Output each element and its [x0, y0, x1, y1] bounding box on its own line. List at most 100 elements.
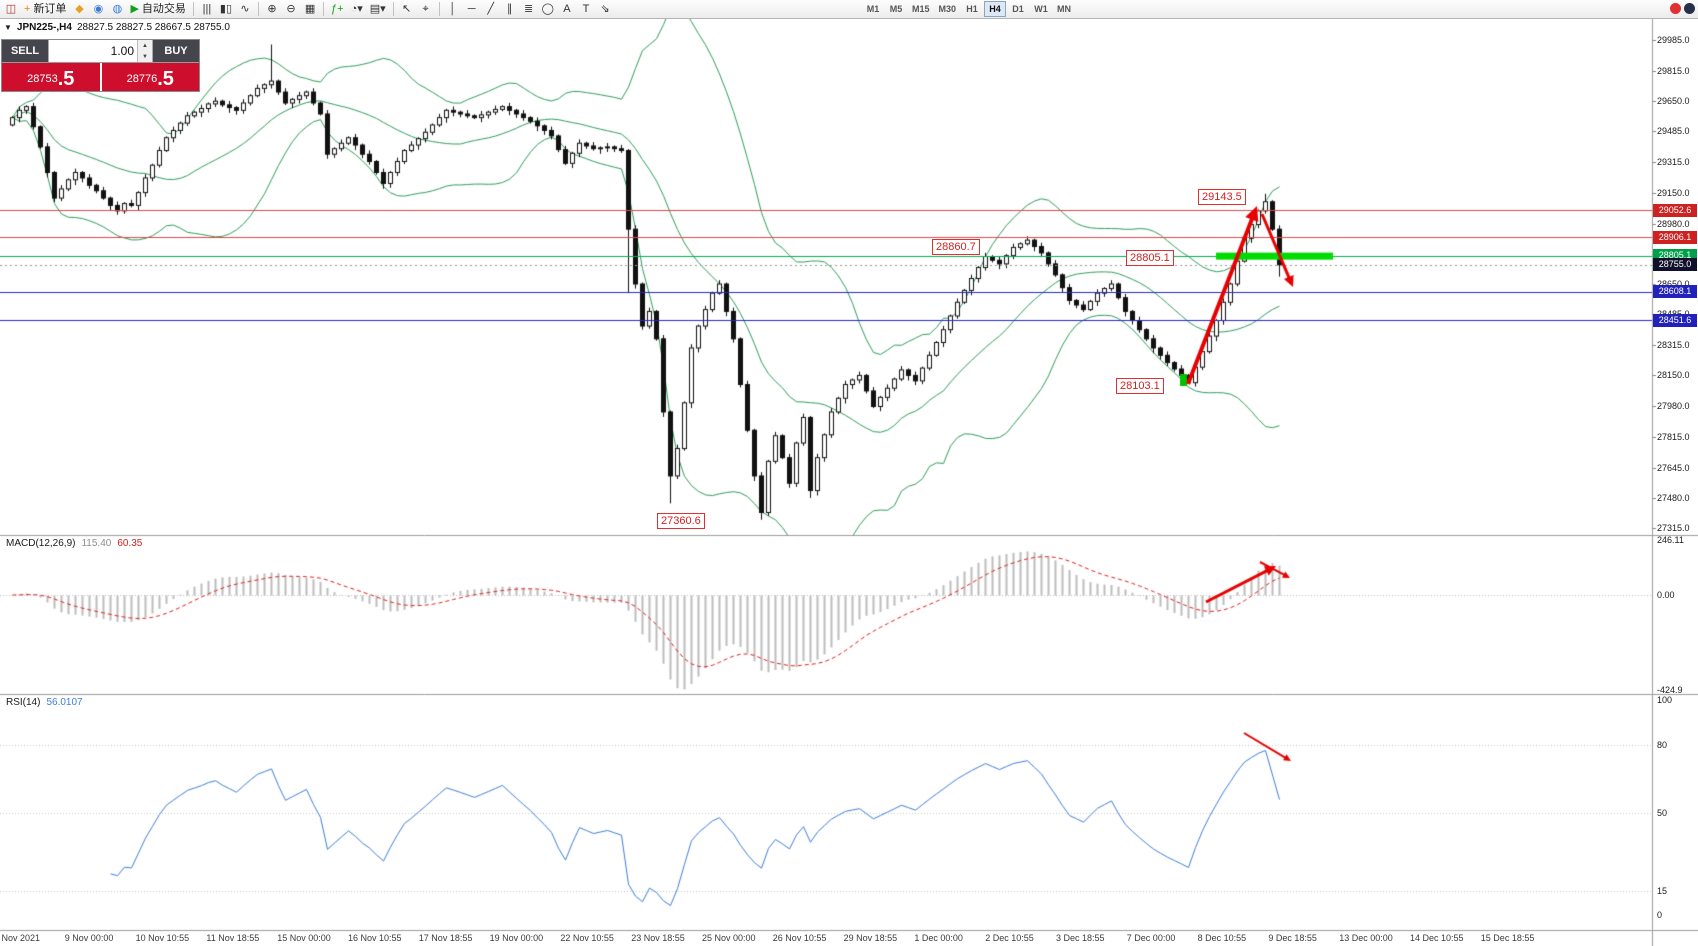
toolbar-separator [438, 2, 440, 16]
metaeditor-button[interactable]: ◆ [70, 1, 88, 17]
line-chart-button[interactable]: ∿ [236, 1, 254, 17]
toolbar-separator [323, 2, 325, 16]
sell-price-fraction: .5 [57, 68, 75, 90]
metaeditor-icon: ◆ [75, 3, 84, 15]
timeframe-m15-button[interactable]: M15 [908, 1, 934, 17]
bar-chart-icon: ||| [202, 3, 212, 15]
timeframe-h4-button[interactable]: H4 [984, 1, 1007, 17]
notification-icon[interactable] [1670, 3, 1681, 14]
macd-value: 115.40 [81, 538, 112, 549]
timeframe-m1-button[interactable]: M1 [862, 1, 884, 17]
indicators-button[interactable]: ƒ+ [328, 1, 347, 17]
timeframe-w1-button[interactable]: W1 [1030, 1, 1052, 17]
zoom-out-icon: ⊖ [286, 3, 296, 15]
crosshair-button[interactable]: ⌖ [417, 1, 435, 17]
trade-panel-price-row: 28753 .5 28776 .5 [2, 63, 199, 91]
channel-button[interactable]: ∥ [501, 1, 519, 17]
templates-dropdown[interactable]: ▤▾ [367, 1, 389, 17]
periods-dropdown[interactable]: ◔▾ [348, 1, 366, 17]
account-status-icon[interactable] [1684, 3, 1695, 14]
toolbar-separator [392, 2, 394, 16]
vertical-line-icon: │ [449, 3, 457, 15]
zoom-in-icon: ⊕ [267, 3, 277, 15]
rsi-value: 56.0107 [46, 697, 83, 708]
sell-button[interactable]: SELL [2, 40, 48, 62]
timeframe-toolbar: M1 M5 M15 M30 H1 H4 D1 W1 MN [862, 1, 1075, 17]
macd-signal-value: 60.35 [117, 538, 143, 549]
autotrading-icon: ▶ [130, 3, 139, 15]
channel-icon: ∥ [506, 3, 513, 15]
new-order-button-label: 新订单 [33, 3, 67, 15]
toolbar-right-group [1670, 3, 1695, 14]
periods-icon: ◔▾ [350, 3, 363, 15]
timeframe-d1-button[interactable]: D1 [1007, 1, 1029, 17]
timeframe-m30-button[interactable]: M30 [935, 1, 961, 17]
arrows-button[interactable]: ⇘ [596, 1, 614, 17]
zoom-out-button[interactable]: ⊖ [282, 1, 300, 17]
ohlc-values: 28827.5 28827.5 28667.5 28755.0 [76, 22, 230, 33]
label-button[interactable]: T [577, 1, 595, 17]
fibonacci-button[interactable]: ≣ [520, 1, 538, 17]
macd-indicator-label: MACD(12,26,9) 115.40 60.35 [6, 538, 142, 549]
trade-panel-top-row: SELL ▲ ▼ BUY [2, 40, 199, 63]
rsi-name: RSI(14) [6, 697, 41, 708]
label-icon: T [582, 3, 590, 15]
chart-window-icon: ◫ [5, 3, 17, 15]
one-click-trading-panel: SELL ▲ ▼ BUY 28753 .5 28776 .5 [1, 39, 200, 92]
market-watch-icon: ◉ [93, 3, 104, 15]
symbol-info-line: ▼ JPN225-,H4 28827.5 28827.5 28667.5 287… [4, 22, 230, 33]
volume-increase-button[interactable]: ▲ [138, 40, 152, 51]
candlestick-chart-button[interactable]: ▮▯ [217, 1, 235, 17]
volume-box: ▲ ▼ [48, 40, 153, 62]
navigator-icon: ◍ [112, 3, 123, 15]
toolbar-button-group: ◫ + 新订单 ◆ ◉ ◍ ▶ 自动交易 ||| ▮▯ ∿ ⊕ ⊖ ▦ ƒ+ ◔▾ ▤▾ ↖ ⌖ │ ─ ╱ ∥ ≣ ◯ A T ⇘ [2, 0, 614, 18]
main-toolbar: ◫ + 新订单 ◆ ◉ ◍ ▶ 自动交易 ||| ▮▯ ∿ ⊕ ⊖ ▦ ƒ+ ◔▾ ▤▾ ↖ ⌖ │ ─ ╱ ∥ ≣ ◯ A T ⇘ … [0, 0, 1698, 19]
buy-price-button[interactable]: 28776 .5 [101, 63, 199, 91]
horizontal-line-icon: ─ [467, 3, 476, 15]
horizontal-line-button[interactable]: ─ [463, 1, 481, 17]
crosshair-icon: ⌖ [422, 3, 429, 15]
timeframe-h1-button[interactable]: H1 [961, 1, 983, 17]
one-click-collapse-icon[interactable]: ▼ [4, 23, 12, 32]
tile-windows-icon: ▦ [304, 3, 316, 15]
vertical-line-button[interactable]: │ [444, 1, 462, 17]
chart-window-button[interactable]: ◫ [2, 1, 20, 17]
shapes-button[interactable]: ◯ [539, 1, 557, 17]
rsi-indicator-label: RSI(14) 56.0107 [6, 697, 83, 708]
sell-price-main: 28753 [27, 73, 58, 85]
cursor-icon: ↖ [402, 3, 412, 15]
arrows-icon: ⇘ [600, 3, 610, 15]
line-chart-icon: ∿ [240, 3, 250, 15]
volume-decrease-button[interactable]: ▼ [138, 51, 152, 62]
text-button[interactable]: A [558, 1, 576, 17]
autotrading-button[interactable]: ▶ 自动交易 [127, 1, 188, 17]
symbol-timeframe-label: JPN225-,H4 [16, 22, 72, 33]
candlestick-chart-icon: ▮▯ [219, 3, 233, 15]
buy-price-main: 28776 [126, 73, 158, 85]
timeframe-mn-button[interactable]: MN [1053, 1, 1075, 17]
buy-button[interactable]: BUY [153, 40, 199, 62]
volume-input[interactable] [49, 40, 137, 62]
buy-price-fraction: .5 [157, 68, 174, 90]
tile-windows-button[interactable]: ▦ [301, 1, 319, 17]
new-order-button[interactable]: + 新订单 [21, 1, 69, 17]
indicators-icon: ƒ+ [331, 3, 344, 15]
toolbar-separator [192, 2, 194, 16]
trendline-button[interactable]: ╱ [482, 1, 500, 17]
macd-name: MACD(12,26,9) [6, 538, 76, 549]
cursor-button[interactable]: ↖ [398, 1, 416, 17]
text-icon: A [563, 3, 571, 15]
autotrading-button-label: 自动交易 [141, 3, 186, 15]
navigator-button[interactable]: ◍ [108, 1, 126, 17]
zoom-in-button[interactable]: ⊕ [263, 1, 281, 17]
templates-icon: ▤▾ [369, 3, 386, 15]
trendline-icon: ╱ [487, 3, 494, 15]
fibonacci-icon: ≣ [524, 3, 534, 15]
new-order-icon: + [24, 3, 31, 15]
market-watch-button[interactable]: ◉ [89, 1, 107, 17]
timeframe-m5-button[interactable]: M5 [885, 1, 907, 17]
toolbar-separator [258, 2, 260, 16]
sell-price-button[interactable]: 28753 .5 [2, 63, 100, 91]
bar-chart-button[interactable]: ||| [198, 1, 216, 17]
